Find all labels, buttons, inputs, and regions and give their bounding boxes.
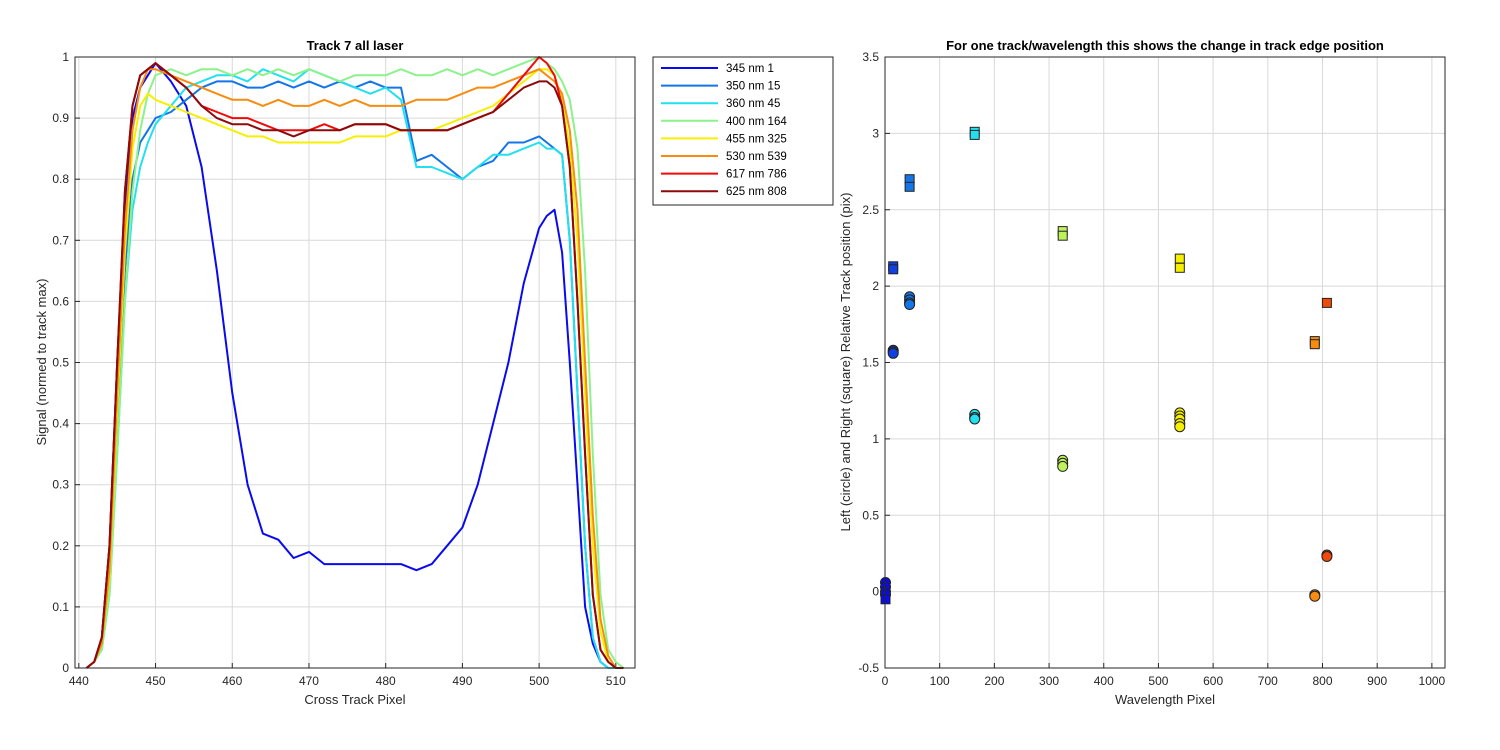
series-line-0: [85, 62, 624, 669]
left-y-tick-label: 0.3: [52, 478, 69, 492]
left-x-tick-label: 510: [606, 674, 626, 688]
right-x-tick-label: 1000: [1419, 674, 1446, 688]
right-grid: [884, 56, 1445, 669]
legend-label-6: 617 nm 786: [726, 169, 787, 181]
right-y-tick-label: 2: [872, 279, 879, 293]
square-point-13-1: [1174, 262, 1185, 273]
left-x-tick-label: 440: [69, 674, 89, 688]
right-y-tick-labels: -0.5 0 0.5 1 1.5 2 2.5 3 3.5: [858, 50, 879, 675]
series-line-3: [85, 56, 625, 669]
circle-point-2-3: [904, 299, 916, 310]
left-y-tick-label: 0.7: [52, 233, 69, 247]
left-x-axis-label: Cross Track Pixel: [304, 692, 405, 707]
legend-label-5: 530 nm 539: [726, 151, 787, 163]
left-x-tick-label: 490: [452, 674, 472, 688]
left-chart-title: Track 7 all laser: [307, 38, 404, 53]
left-y-tick-label: 0: [62, 661, 69, 675]
left-y-tick-labels: 0 0.1 0.2 0.3 0.4 0.5 0.6 0.7 0.8 0.9 1: [52, 50, 69, 675]
legend: 345 nm 1 350 nm 15 360 nm 45 400 nm 164 455 …: [652, 56, 834, 206]
right-x-tick-label: 300: [1039, 674, 1059, 688]
left-axes-box: [74, 56, 636, 669]
right-y-tick-label: 3.5: [862, 50, 879, 64]
right-scatter-points: [880, 126, 1333, 605]
right-y-tick-label: 1.5: [862, 356, 879, 370]
right-y-tick-label: -0.5: [858, 661, 879, 675]
series-line-1: [85, 80, 624, 669]
series-line-7: [85, 62, 624, 669]
circle-point-1-2: [887, 347, 899, 359]
square-point-13-0: [1174, 253, 1185, 264]
right-y-tick-label: 0.5: [862, 508, 879, 522]
legend-label-0: 345 nm 1: [726, 63, 774, 75]
series-line-2: [85, 68, 624, 669]
line-chart-panel: Track 7 all laser 440 450 460 470 480 490 500 5…: [34, 38, 834, 707]
square-point-11-1: [969, 129, 980, 140]
scatter-chart-panel: For one track/wavelength this shows the …: [838, 38, 1446, 707]
left-x-tick-labels: 440 450 460 470 480 490 500 510: [69, 674, 626, 688]
left-y-tick-label: 0.2: [52, 539, 69, 553]
square-point-12-1: [1057, 230, 1068, 241]
left-y-tick-label: 0.9: [52, 111, 69, 125]
right-y-tick-label: 0: [872, 585, 879, 599]
legend-label-3: 400 nm 164: [726, 116, 787, 128]
right-x-tick-label: 800: [1312, 674, 1332, 688]
left-y-tick-label: 0.6: [52, 294, 69, 308]
right-y-tick-label: 2.5: [862, 203, 879, 217]
right-chart-title: For one track/wavelength this shows the …: [946, 38, 1384, 53]
left-y-tick-label: 0.8: [52, 172, 69, 186]
left-grid: [75, 56, 635, 669]
right-x-tick-label: 100: [930, 674, 950, 688]
circle-point-5-4: [1174, 421, 1186, 433]
circle-point-6-1: [1309, 590, 1321, 602]
right-x-axis-label: Wavelength Pixel: [1115, 692, 1215, 707]
legend-label-7: 625 nm 808: [726, 186, 787, 198]
left-x-tick-label: 470: [299, 674, 319, 688]
legend-label-1: 350 nm 15: [726, 81, 780, 93]
legend-box: [652, 56, 834, 206]
right-y-tick-label: 3: [872, 126, 879, 140]
square-point-14-1: [1309, 339, 1320, 350]
right-x-tick-label: 900: [1367, 674, 1387, 688]
right-x-tick-label: 400: [1094, 674, 1114, 688]
legend-label-2: 360 nm 45: [726, 98, 780, 110]
right-y-axis-label: Left (circle) and Right (square) Relativ…: [838, 193, 853, 532]
left-y-tick-label: 0.5: [52, 356, 69, 370]
right-x-tick-label: 200: [984, 674, 1004, 688]
square-point-10-1: [904, 181, 915, 192]
right-x-tick-labels: 0 100 200 300 400 500 600 700 800 900 1000: [882, 674, 1446, 688]
circle-point-4-2: [1057, 460, 1069, 472]
legend-label-4: 455 nm 325: [726, 133, 787, 145]
series-line-5: [85, 68, 624, 669]
right-x-tick-label: 0: [882, 674, 889, 688]
left-y-tick-label: 0.1: [52, 600, 69, 614]
left-y-axis-label: Signal (normed to track max): [34, 279, 49, 446]
right-axes-box: [884, 56, 1446, 669]
square-point-9-1: [888, 264, 899, 275]
right-x-tick-label: 700: [1258, 674, 1278, 688]
circle-point-3-2: [969, 413, 981, 425]
left-x-tick-label: 480: [376, 674, 396, 688]
square-point-15-0: [1321, 297, 1332, 308]
right-x-tick-label: 500: [1148, 674, 1168, 688]
left-series-lines: [85, 56, 625, 669]
right-x-tick-label: 600: [1203, 674, 1223, 688]
circle-point-7-1: [1321, 551, 1333, 562]
left-x-tick-label: 450: [146, 674, 166, 688]
right-y-tick-label: 1: [872, 432, 879, 446]
left-y-tick-label: 0.4: [52, 417, 69, 431]
series-line-4: [85, 68, 624, 669]
left-x-tick-label: 460: [222, 674, 242, 688]
left-y-tick-label: 1: [62, 50, 69, 64]
left-x-tick-label: 500: [529, 674, 549, 688]
